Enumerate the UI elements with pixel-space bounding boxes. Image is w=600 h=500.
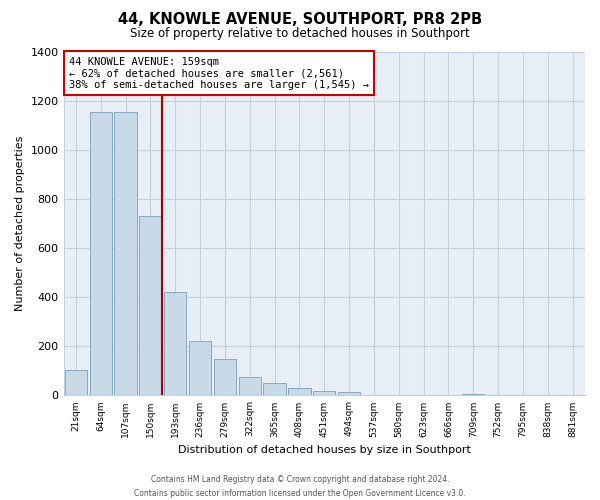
Bar xyxy=(164,292,187,396)
Bar xyxy=(288,388,311,396)
Bar xyxy=(65,370,87,396)
X-axis label: Distribution of detached houses by size in Southport: Distribution of detached houses by size … xyxy=(178,445,471,455)
Y-axis label: Number of detached properties: Number of detached properties xyxy=(15,136,25,311)
Text: Size of property relative to detached houses in Southport: Size of property relative to detached ho… xyxy=(130,28,470,40)
Bar xyxy=(462,394,484,396)
Bar xyxy=(338,392,360,396)
Bar xyxy=(239,377,261,396)
Bar xyxy=(189,342,211,396)
Bar xyxy=(139,216,161,396)
Text: Contains HM Land Registry data © Crown copyright and database right 2024.
Contai: Contains HM Land Registry data © Crown c… xyxy=(134,476,466,498)
Bar xyxy=(115,112,137,396)
Bar xyxy=(313,391,335,396)
Bar xyxy=(89,112,112,396)
Text: 44, KNOWLE AVENUE, SOUTHPORT, PR8 2PB: 44, KNOWLE AVENUE, SOUTHPORT, PR8 2PB xyxy=(118,12,482,28)
Text: 44 KNOWLE AVENUE: 159sqm
← 62% of detached houses are smaller (2,561)
38% of sem: 44 KNOWLE AVENUE: 159sqm ← 62% of detach… xyxy=(69,56,369,90)
Bar xyxy=(263,383,286,396)
Bar xyxy=(214,359,236,396)
